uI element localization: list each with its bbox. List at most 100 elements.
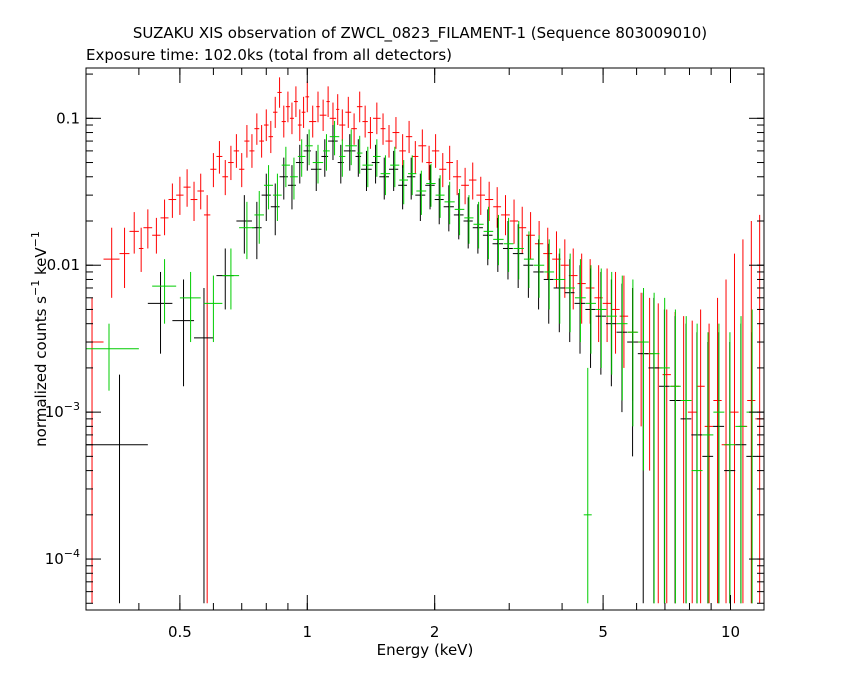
data-point	[453, 160, 462, 196]
data-point	[543, 227, 553, 280]
data-point	[160, 199, 169, 236]
y-axis-label-text: normalized counts s	[32, 296, 50, 447]
data-point	[168, 183, 177, 218]
data-point	[373, 139, 381, 177]
data-point	[190, 181, 198, 221]
data-point	[249, 134, 255, 168]
chart-subtitle: Exposure time: 102.0ks (total from all d…	[86, 46, 452, 64]
data-point	[277, 77, 282, 108]
data-point	[468, 162, 477, 200]
y-tick-label: 10−4	[45, 547, 80, 568]
data-point	[724, 332, 736, 604]
data-point	[228, 145, 234, 181]
data-point	[444, 181, 455, 225]
data-point	[653, 303, 663, 604]
data-point	[560, 239, 569, 298]
data-point	[425, 165, 435, 210]
data-point	[595, 268, 607, 368]
data-point	[439, 153, 447, 188]
data-point	[399, 160, 409, 205]
data-point	[103, 227, 120, 298]
data-point	[273, 173, 282, 221]
data-point	[263, 165, 274, 210]
data-point	[268, 120, 274, 154]
data-point	[702, 332, 714, 604]
data-point	[281, 105, 286, 138]
data-point	[554, 248, 566, 324]
data-point	[222, 160, 229, 196]
data-point	[371, 144, 380, 184]
data-point	[483, 206, 494, 260]
y-tick-label: 0.1	[56, 109, 80, 127]
data-point	[301, 96, 306, 128]
data-point	[662, 309, 671, 604]
data-point	[704, 323, 714, 604]
data-point	[263, 109, 269, 142]
x-tick-label: 5	[598, 623, 608, 641]
data-point	[303, 134, 311, 171]
data-point	[261, 173, 271, 221]
data-point	[453, 193, 464, 240]
axis-ticks: 0.5 1 2 5 10 0.1 0.01 10−3 10−4	[45, 68, 764, 641]
data-point	[129, 212, 139, 254]
data-point	[492, 217, 503, 272]
data-point	[493, 214, 504, 266]
data-point	[197, 173, 204, 210]
data-point	[233, 134, 240, 168]
data-point	[312, 144, 324, 184]
data-point	[501, 195, 510, 236]
data-point	[461, 167, 469, 205]
data-point	[606, 271, 617, 375]
data-point	[309, 105, 317, 138]
data-point	[281, 146, 290, 188]
data-point	[328, 125, 338, 161]
data-point	[147, 271, 173, 354]
data-point	[523, 235, 534, 298]
data-point	[638, 287, 649, 471]
data-point	[408, 155, 417, 196]
data-point	[611, 271, 620, 354]
data-point	[345, 96, 352, 128]
data-point	[380, 113, 386, 145]
data-point	[544, 239, 555, 310]
x-axis-label: Energy (keV)	[377, 641, 474, 659]
data-point	[343, 134, 356, 171]
data-point	[418, 129, 427, 163]
data-point	[183, 169, 191, 207]
data-point	[405, 120, 413, 154]
data-point	[713, 297, 722, 604]
svg-text:normalized counts s−1 keV−1: normalized counts s−1 keV−1	[29, 231, 50, 447]
data-point	[367, 117, 374, 149]
data-point	[244, 125, 250, 158]
data-point	[431, 134, 440, 168]
data-point	[355, 139, 362, 177]
data-point	[426, 163, 436, 207]
data-point	[351, 113, 357, 145]
data-point	[721, 279, 731, 604]
data-point	[390, 146, 400, 188]
data-point	[389, 150, 399, 192]
data-point	[319, 99, 327, 131]
series-0	[86, 77, 764, 604]
data-point	[222, 248, 240, 310]
data-point	[399, 134, 406, 168]
y-axis-label: normalized counts s−1 keV−1	[29, 231, 50, 447]
data-layer	[86, 77, 764, 604]
data-point	[285, 91, 290, 123]
data-point	[385, 125, 393, 158]
data-point	[435, 175, 445, 218]
data-point	[86, 323, 139, 391]
data-point	[398, 165, 407, 210]
data-point	[735, 316, 747, 604]
data-point	[273, 96, 278, 128]
data-point	[493, 187, 502, 228]
data-point	[143, 209, 153, 249]
data-point	[392, 117, 400, 149]
data-point	[373, 102, 381, 135]
data-point	[526, 212, 535, 260]
data-point	[203, 275, 223, 343]
data-point	[362, 146, 374, 188]
data-point	[119, 227, 130, 288]
data-point	[512, 224, 524, 288]
